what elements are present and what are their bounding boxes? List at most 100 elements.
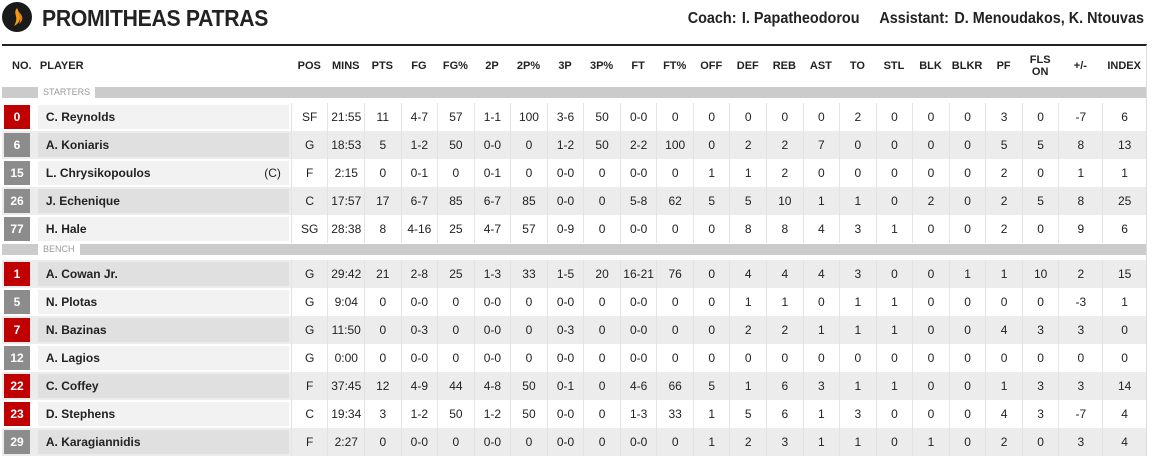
stat-off: 0 xyxy=(692,316,730,344)
player-name[interactable]: A. Lagios xyxy=(45,351,100,365)
stat-index: 4 xyxy=(1102,428,1146,456)
stat-fg: 4-16 xyxy=(400,215,438,243)
player-row[interactable]: 7 N. Bazinas G 11:50 0 0-3 0 0-0 0 0-3 0 0-0 0 0 2 2 1 1 1… xyxy=(2,316,1146,344)
stat-blkr: 0 xyxy=(948,103,986,131)
column-header[interactable]: FG xyxy=(411,60,427,72)
stat-blkr: 0 xyxy=(948,344,986,372)
column-header[interactable]: OFF xyxy=(700,60,723,72)
stat-ast: 1 xyxy=(802,400,840,428)
stat-stl: 0 xyxy=(875,131,913,159)
column-header[interactable]: 2P% xyxy=(516,60,541,72)
stat-2p-: 50 xyxy=(510,400,547,428)
player-name[interactable]: D. Stephens xyxy=(45,407,116,421)
column-header[interactable]: FT% xyxy=(663,60,687,72)
player-name-cell[interactable]: J. Echenique xyxy=(37,189,289,213)
player-name[interactable]: J. Echenique xyxy=(45,194,120,208)
column-header-player[interactable]: PLAYER xyxy=(39,60,84,72)
stat-to: 1 xyxy=(839,372,876,400)
stat--: -7 xyxy=(1058,103,1102,131)
column-header[interactable]: TO xyxy=(849,60,865,72)
stat-stl: 1 xyxy=(875,372,913,400)
stat-fg: 0-1 xyxy=(400,159,438,187)
column-header[interactable]: FT xyxy=(631,60,645,72)
player-number-cell: 77 xyxy=(2,215,36,243)
player-name[interactable]: L. Chrysikopoulos xyxy=(45,166,151,180)
player-name[interactable]: N. Plotas xyxy=(45,295,98,309)
column-header[interactable]: MINS xyxy=(332,60,360,72)
player-row[interactable]: 23 D. Stephens C 19:34 3 1-2 50 1-2 50 0-0 0 1-3 33 1… xyxy=(2,400,1146,428)
stat-off: 5 xyxy=(692,372,730,400)
player-row[interactable]: 29 A. Karagiannidis F 2:27 0 0-0 0 0-0 0 0-0 0 0-0 0… xyxy=(2,428,1146,456)
column-header[interactable]: POS xyxy=(297,60,321,72)
stat-mins: 0:00 xyxy=(327,344,364,372)
player-name-cell[interactable]: A. Cowan Jr. xyxy=(37,262,289,286)
player-name[interactable]: A. Karagiannidis xyxy=(45,435,141,449)
player-row[interactable]: 77 H. Hale SG 28:38 8 4-16 25 4-7 57 0-9 0 0-0 0 0 8 8 4… xyxy=(2,215,1146,243)
stat-3p-: 0 xyxy=(583,428,620,456)
column-header[interactable]: BLK xyxy=(919,60,942,72)
player-name-cell[interactable]: H. Hale xyxy=(37,217,289,241)
stat-ft-: 0 xyxy=(656,344,693,372)
player-name-cell[interactable]: D. Stephens xyxy=(37,402,289,426)
stat-fg: 1-2 xyxy=(400,400,438,428)
player-name[interactable]: C. Reynolds xyxy=(45,110,116,124)
player-name-cell[interactable]: A. Karagiannidis xyxy=(37,430,289,454)
stat-ft: 2-2 xyxy=(619,131,657,159)
player-name-cell[interactable]: N. Plotas xyxy=(37,290,289,314)
player-name-cell[interactable]: A. Koniaris xyxy=(37,133,289,157)
stat-reb: 6 xyxy=(766,372,803,400)
player-name-cell[interactable]: L. Chrysikopoulos (C) xyxy=(37,161,289,185)
column-header[interactable]: BLKR xyxy=(951,60,983,72)
column-header[interactable]: STL xyxy=(883,60,905,72)
stat-pos: SG xyxy=(290,215,328,243)
stat-to: 1 xyxy=(839,316,876,344)
column-header[interactable]: FG% xyxy=(442,60,468,72)
column-header[interactable]: DEF xyxy=(736,60,759,72)
player-row[interactable]: 6 A. Koniaris G 18:53 5 1-2 50 0-0 0 1-2 50 2-2 100 0… xyxy=(2,131,1146,159)
stat-ast: 1 xyxy=(802,428,840,456)
column-header[interactable]: FLS ON xyxy=(1029,54,1051,78)
player-name-cell[interactable]: C. Reynolds xyxy=(37,105,289,129)
stat-fg-: 0 xyxy=(437,344,474,372)
player-name[interactable]: H. Hale xyxy=(45,222,87,236)
column-header[interactable]: INDEX xyxy=(1107,60,1141,72)
stat-mins: 17:57 xyxy=(327,187,364,215)
player-name[interactable]: A. Koniaris xyxy=(45,138,110,152)
stat-fg-: 85 xyxy=(437,187,474,215)
player-row[interactable]: 0 C. Reynolds SF 21:55 11 4-7 57 1-1 100 3-6 50 0-0… xyxy=(2,103,1146,131)
player-name[interactable]: A. Cowan Jr. xyxy=(45,267,118,281)
stat-pts: 21 xyxy=(364,260,401,288)
column-header[interactable]: 3P% xyxy=(589,60,614,72)
player-name-cell[interactable]: N. Bazinas xyxy=(37,318,289,342)
player-row[interactable]: 22 C. Coffey F 37:45 12 4-9 44 4-8 50 0-1 0 4-6 66 5 1… xyxy=(2,372,1146,400)
stat-def: 1 xyxy=(729,372,766,400)
player-name-cell[interactable]: C. Coffey xyxy=(37,374,289,398)
stat-3p-: 0 xyxy=(583,344,620,372)
stat-3p: 0-0 xyxy=(546,344,584,372)
player-name[interactable]: C. Coffey xyxy=(45,379,99,393)
column-header-no[interactable]: NO. xyxy=(12,60,32,72)
player-number-badge: 0 xyxy=(4,105,30,129)
column-header[interactable]: PTS xyxy=(371,60,394,72)
player-row[interactable]: 1 A. Cowan Jr. G 29:42 21 2-8 25 1-3 33 1-5 20 16-2… xyxy=(2,260,1146,288)
player-number-badge: 23 xyxy=(4,402,30,426)
column-header[interactable]: AST xyxy=(809,60,832,72)
player-name[interactable]: N. Bazinas xyxy=(45,323,107,337)
column-header[interactable]: +/- xyxy=(1073,60,1087,72)
player-name-cell[interactable]: A. Lagios xyxy=(37,346,289,370)
stat-pts: 5 xyxy=(364,131,401,159)
stat-ft: 16-21 xyxy=(619,260,657,288)
column-header[interactable]: 3P xyxy=(558,60,572,72)
player-row[interactable]: 5 N. Plotas G 9:04 0 0-0 0 0-0 0 0-0 0 0-0 0 0 1 1 0 1 1 0 0… xyxy=(2,288,1146,316)
stat-3p: 0-0 xyxy=(546,187,584,215)
stat-fg: 0-0 xyxy=(400,344,438,372)
column-header[interactable]: PF xyxy=(996,60,1011,72)
stat-mins: 28:38 xyxy=(327,215,364,243)
stat-to: 3 xyxy=(839,400,876,428)
player-row[interactable]: 26 J. Echenique C 17:57 17 6-7 85 6-7 85 0-0 0 5-8 6… xyxy=(2,187,1146,215)
player-row[interactable]: 15 L. Chrysikopoulos (C) F 2:15 0 0-1 0 0-1 0 0-0 0… xyxy=(2,159,1146,187)
column-header[interactable]: REB xyxy=(772,60,796,72)
column-header[interactable]: 2P xyxy=(485,60,499,72)
player-row[interactable]: 12 A. Lagios G 0:00 0 0-0 0 0-0 0 0-0 0 0-0 0 0 0 0 0 0 0 0… xyxy=(2,344,1146,372)
stat-2p: 4-8 xyxy=(473,372,511,400)
